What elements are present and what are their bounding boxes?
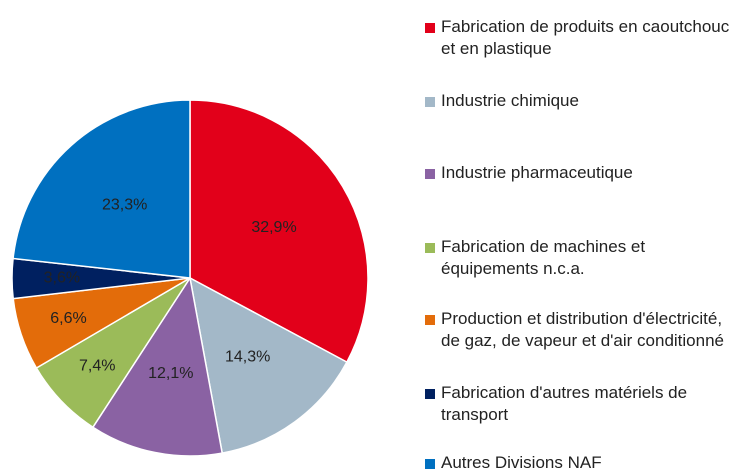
legend-label: Industrie pharmaceutique	[441, 163, 633, 182]
legend-entry: Fabrication de produits en caoutchouc et…	[425, 16, 730, 60]
data-label: 6,6%	[50, 310, 86, 327]
legend-swatch	[425, 389, 435, 399]
legend-label: Autres Divisions NAF	[441, 453, 602, 472]
data-label: 7,4%	[79, 358, 115, 375]
legend-label: Fabrication d'autres matériels de transp…	[441, 383, 688, 424]
legend-entry: Production et distribution d'électricité…	[425, 308, 730, 352]
legend-label: Fabrication de machines et équipements n…	[441, 237, 646, 278]
pie-slice	[91, 276, 224, 457]
legend-entry: Fabrication d'autres matériels de transp…	[425, 382, 730, 426]
pie-slice	[189, 99, 369, 364]
legend-entry: Fabrication de machines et équipements n…	[425, 236, 730, 280]
legend-label: Fabrication de produits en caoutchouc et…	[441, 17, 730, 58]
legend-swatch	[425, 169, 435, 179]
legend-label: Production et distribution d'électricité…	[441, 309, 724, 350]
data-label: 3,6%	[44, 270, 80, 287]
pie-area: 32,9% 14,3% 12,1% 7,4% 6,6% 3,6% 23,3%	[11, 99, 369, 457]
legend-label: Industrie chimique	[441, 91, 579, 110]
data-label: 23,3%	[102, 196, 147, 213]
legend-swatch	[425, 243, 435, 253]
legend-swatch	[425, 459, 435, 469]
pie-slice	[12, 99, 191, 279]
data-label: 14,3%	[225, 348, 270, 365]
legend-entry: Industrie pharmaceutique	[425, 162, 730, 184]
legend-swatch	[425, 97, 435, 107]
legend-entry: Autres Divisions NAF	[425, 452, 730, 474]
legend-entry: Industrie chimique	[425, 90, 730, 112]
data-label: 32,9%	[251, 219, 296, 236]
pie-slice	[188, 276, 348, 454]
data-label: 12,1%	[148, 365, 193, 382]
legend-swatch	[425, 315, 435, 325]
legend-swatch	[425, 23, 435, 33]
